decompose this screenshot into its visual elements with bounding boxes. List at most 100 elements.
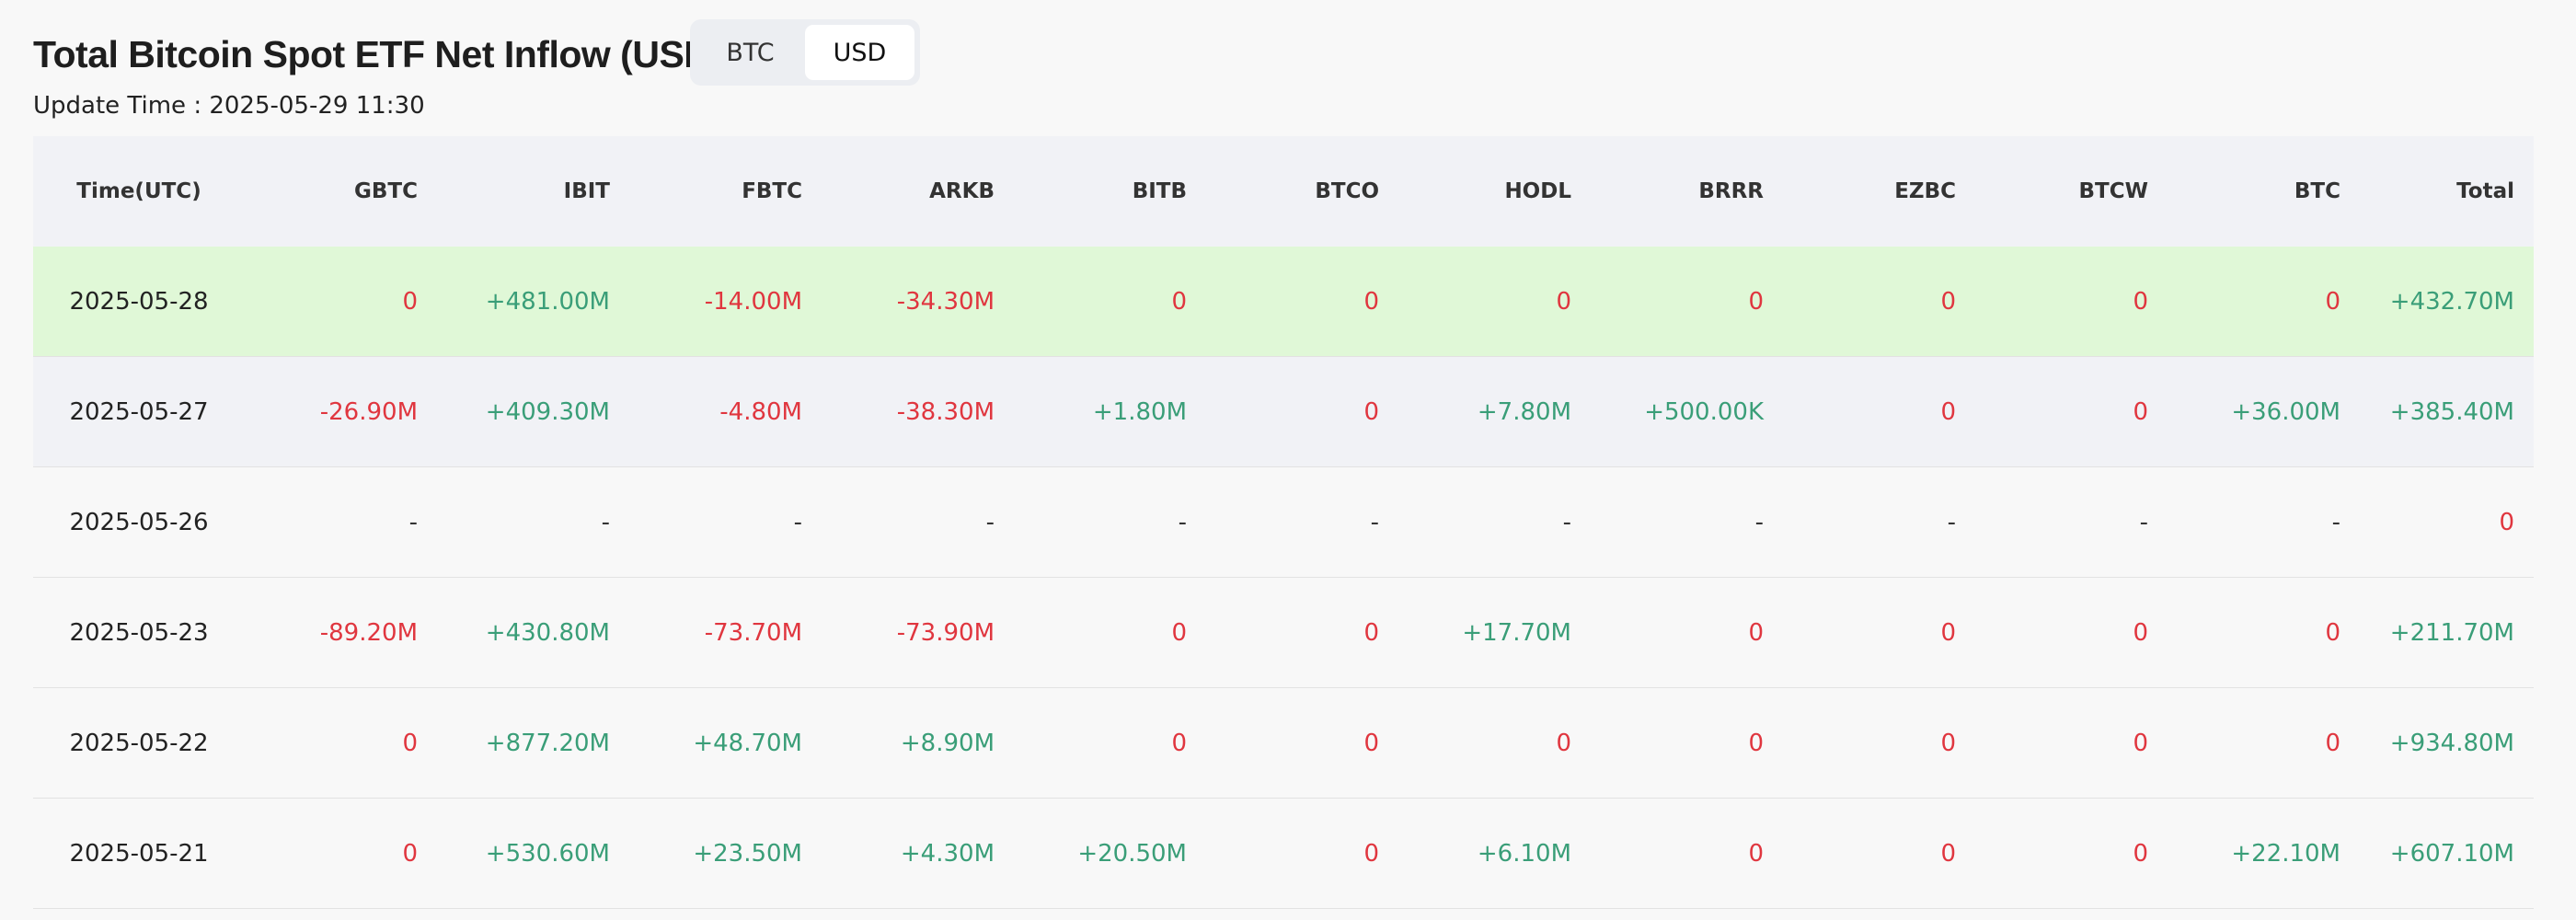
flow-cell: +432.70M xyxy=(2360,247,2534,357)
flow-cell: - xyxy=(1975,466,2168,578)
date-cell: 2025-05-23 xyxy=(33,577,245,688)
table-row: 2025-05-26- - - - - - - - - - -0 xyxy=(33,466,2534,578)
flow-cell: 0 xyxy=(1591,577,1783,688)
column-header: BRRR xyxy=(1591,136,1783,247)
flow-cell: 0 xyxy=(1591,247,1783,357)
flow-cell: 0 xyxy=(1206,356,1398,467)
flow-cell: -73.70M xyxy=(629,577,822,688)
flow-cell: 0 xyxy=(1975,577,2168,688)
flow-cell: 0 xyxy=(2168,577,2360,688)
flow-cell: 0 xyxy=(1398,247,1591,357)
flow-cell: - xyxy=(1591,466,1783,578)
table-row: 2025-05-21 0 +530.60M +23.50M +4.30M +20.50M 0… xyxy=(33,798,2534,909)
flow-cell: 0 xyxy=(1206,577,1398,688)
table-row: 2025-05-27 -26.90M +409.30M -4.80M -38.30M +1… xyxy=(33,356,2534,467)
flow-cell: 0 xyxy=(1975,687,2168,799)
column-header: BTCW xyxy=(1975,136,2168,247)
flow-cell: 0 xyxy=(1014,247,1206,357)
flow-cell: - xyxy=(822,466,1014,578)
flow-cell: - xyxy=(437,466,629,578)
flow-cell: +385.40M xyxy=(2360,356,2534,467)
flow-cell: +430.80M xyxy=(437,577,629,688)
flow-cell: 0 xyxy=(1591,687,1783,799)
flow-cell: -4.80M xyxy=(629,356,822,467)
flow-cell: -73.90M xyxy=(822,577,1014,688)
flow-cell: +7.80M xyxy=(1398,356,1591,467)
flow-cell: +500.00K xyxy=(1591,356,1783,467)
flow-cell: +17.70M xyxy=(1398,577,1591,688)
flow-cell: 0 xyxy=(1783,247,1975,357)
column-header: Time(UTC) xyxy=(33,136,245,247)
flow-cell: - xyxy=(629,466,822,578)
column-header: GBTC xyxy=(245,136,437,247)
flow-cell: +23.50M xyxy=(629,798,822,909)
flow-cell: -38.30M xyxy=(822,356,1014,467)
toggle-button[interactable]: BTC xyxy=(726,38,775,67)
flow-cell: 0 xyxy=(1014,577,1206,688)
flow-cell: - xyxy=(1206,466,1398,578)
flow-cell: 0 xyxy=(1014,687,1206,799)
flow-cell: -34.30M xyxy=(822,247,1014,357)
flow-cell: 0 xyxy=(1783,687,1975,799)
column-header: ARKB xyxy=(822,136,1014,247)
flow-cell: 0 xyxy=(1975,798,2168,909)
flow-cell: 0 xyxy=(1206,687,1398,799)
page-title: Total Bitcoin Spot ETF Net Inflow (USD) xyxy=(33,33,723,75)
flow-cell: +1.80M xyxy=(1014,356,1206,467)
column-header: IBIT xyxy=(437,136,629,247)
flow-cell: -14.00M xyxy=(629,247,822,357)
table-row: 2025-05-28 0 +481.00M -14.00M -34.30M 0 0 0 0 0 0 0… xyxy=(33,247,2534,357)
column-header: BTCO xyxy=(1206,136,1398,247)
flow-cell: +934.80M xyxy=(2360,687,2534,799)
flow-cell: - xyxy=(1014,466,1206,578)
flow-cell: +211.70M xyxy=(2360,577,2534,688)
date-cell: 2025-05-21 xyxy=(33,798,245,909)
column-header: EZBC xyxy=(1783,136,1975,247)
flow-cell: 0 xyxy=(1591,798,1783,909)
flow-cell: +877.20M xyxy=(437,687,629,799)
date-cell: 2025-05-28 xyxy=(33,247,245,357)
flow-cell: 0 xyxy=(2360,466,2534,578)
flow-cell: +36.00M xyxy=(2168,356,2360,467)
flow-cell: - xyxy=(245,466,437,578)
flow-cell: -26.90M xyxy=(245,356,437,467)
flow-cell: 0 xyxy=(1783,577,1975,688)
flow-cell: - xyxy=(2168,466,2360,578)
flow-cell: 0 xyxy=(245,687,437,799)
flow-cell: -89.20M xyxy=(245,577,437,688)
flow-cell: - xyxy=(1398,466,1591,578)
update-time: Update Time : 2025-05-29 11:30 xyxy=(33,92,425,120)
flow-cell: +48.70M xyxy=(629,687,822,799)
flow-cell: 0 xyxy=(1975,247,2168,357)
unit-toggle: BTC USD xyxy=(690,19,920,86)
flow-table: Time(UTC) GBTC IBIT FBTC ARKB BITB BTCO HODL BRR… xyxy=(33,136,2534,909)
date-cell: 2025-05-26 xyxy=(33,466,245,578)
flow-cell: 0 xyxy=(2168,247,2360,357)
flow-cell: +22.10M xyxy=(2168,798,2360,909)
flow-cell: 0 xyxy=(245,247,437,357)
flow-cell: +8.90M xyxy=(822,687,1014,799)
flow-cell: 0 xyxy=(245,798,437,909)
flow-cell: +530.60M xyxy=(437,798,629,909)
flow-cell: 0 xyxy=(1398,687,1591,799)
flow-cell: +20.50M xyxy=(1014,798,1206,909)
toggle-button[interactable]: USD xyxy=(805,25,914,80)
column-header: BTC xyxy=(2168,136,2360,247)
flow-cell: +607.10M xyxy=(2360,798,2534,909)
table-row: 2025-05-23 -89.20M +430.80M -73.70M -73.90M 0… xyxy=(33,577,2534,688)
column-header: Total xyxy=(2360,136,2534,247)
column-header: HODL xyxy=(1398,136,1591,247)
header-row: Time(UTC) GBTC IBIT FBTC ARKB BITB BTCO HODL BRR… xyxy=(33,136,2534,247)
column-header: FBTC xyxy=(629,136,822,247)
flow-cell: 0 xyxy=(2168,687,2360,799)
flow-cell: 0 xyxy=(1206,798,1398,909)
flow-cell: 0 xyxy=(1206,247,1398,357)
flow-cell: +481.00M xyxy=(437,247,629,357)
date-cell: 2025-05-27 xyxy=(33,356,245,467)
table-row: 2025-05-22 0 +877.20M +48.70M +8.90M 0 0 0 0 0 0 0 +… xyxy=(33,687,2534,799)
flow-cell: +409.30M xyxy=(437,356,629,467)
date-cell: 2025-05-22 xyxy=(33,687,245,799)
flow-cell: 0 xyxy=(1975,356,2168,467)
flow-cell: +4.30M xyxy=(822,798,1014,909)
